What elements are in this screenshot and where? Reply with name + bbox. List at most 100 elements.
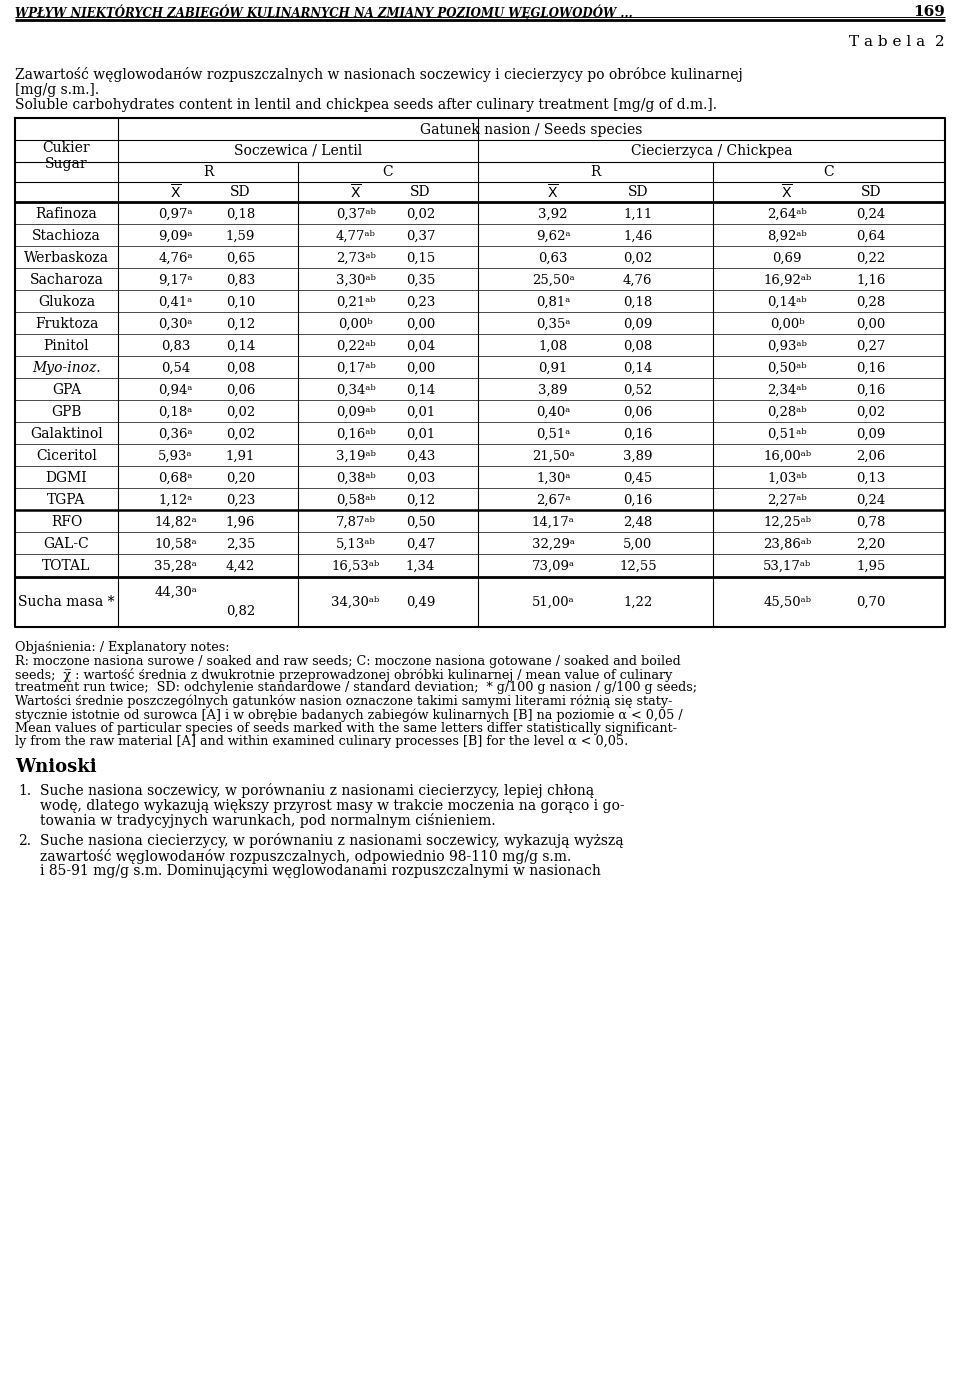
Text: 0,78: 0,78 [856,515,885,528]
Text: 0,02: 0,02 [856,405,885,419]
Text: 0,00: 0,00 [406,362,435,375]
Text: 0,16: 0,16 [623,493,653,507]
Text: 0,83: 0,83 [161,340,190,352]
Text: R: R [590,164,601,178]
Text: 0,63: 0,63 [539,252,568,265]
Text: 0,45: 0,45 [623,472,653,485]
Text: 0,38ᵃᵇ: 0,38ᵃᵇ [336,472,375,485]
Text: 0,24: 0,24 [856,208,885,220]
Text: 35,28ᵃ: 35,28ᵃ [155,560,197,573]
Text: 0,02: 0,02 [226,428,255,440]
Text: Sugar: Sugar [45,157,87,171]
Text: 3,89: 3,89 [623,450,653,462]
Text: R: R [203,164,213,178]
Text: 0,97ᵃ: 0,97ᵃ [158,208,193,220]
Text: 0,27: 0,27 [856,340,885,352]
Text: Sacharoza: Sacharoza [30,273,104,287]
Text: 1,30ᵃ: 1,30ᵃ [536,472,570,485]
Text: Cukier: Cukier [42,141,90,155]
Text: 0,13: 0,13 [856,472,885,485]
Text: GPA: GPA [52,383,81,397]
Text: 8,92ᵃᵇ: 8,92ᵃᵇ [767,230,807,242]
Text: 2,64ᵃᵇ: 2,64ᵃᵇ [767,208,807,220]
Text: 0,49: 0,49 [406,595,435,609]
Text: ly from the raw material [A] and within examined culinary processes [B] for the : ly from the raw material [A] and within … [15,736,628,748]
Text: Zawartość węglowodанów rozpuszczalnych w nasionach soczewicy i ciecierzycy po ob: Zawartość węglowodанów rozpuszczalnych w… [15,67,743,82]
Text: 5,13ᵃᵇ: 5,13ᵃᵇ [336,538,375,550]
Text: towania w tradycyjnych warunkach, pod normalnym ciśnieniem.: towania w tradycyjnych warunkach, pod no… [40,814,495,829]
Text: 53,17ᵃᵇ: 53,17ᵃᵇ [763,560,811,573]
Text: Mean values of particular species of seeds marked with the same letters differ s: Mean values of particular species of see… [15,722,677,736]
Text: 0,70: 0,70 [856,595,885,609]
Text: 51,00ᵃ: 51,00ᵃ [532,595,574,609]
Text: 0,28: 0,28 [856,295,885,309]
Text: 0,51ᵃᵇ: 0,51ᵃᵇ [767,428,807,440]
Text: 2,48: 2,48 [623,515,653,528]
Text: 4,77ᵃᵇ: 4,77ᵃᵇ [336,230,375,242]
Text: 1,91: 1,91 [226,450,255,462]
Text: 16,00ᵃᵇ: 16,00ᵃᵇ [763,450,811,462]
Text: 0,08: 0,08 [226,362,255,375]
Text: Gatunek nasion / Seeds species: Gatunek nasion / Seeds species [420,123,642,137]
Text: 0,81ᵃ: 0,81ᵃ [536,295,570,309]
Text: 44,30ᵃ: 44,30ᵃ [155,585,197,599]
Text: 0,02: 0,02 [406,208,435,220]
Text: WPŁYW NIEKTÓRYCH ZABIEGÓW KULINARNYCH NA ZMIANY POZIOMU WĘGLOWODÓW ...: WPŁYW NIEKTÓRYCH ZABIEGÓW KULINARNYCH NA… [15,4,633,20]
Text: 0,08: 0,08 [623,340,653,352]
Text: 4,76: 4,76 [623,273,653,287]
Text: 3,30ᵃᵇ: 3,30ᵃᵇ [336,273,375,287]
Text: 2,06: 2,06 [856,450,885,462]
Text: 14,82ᵃ: 14,82ᵃ [155,515,197,528]
Text: TOTAL: TOTAL [42,559,90,573]
Text: 0,35ᵃ: 0,35ᵃ [536,318,570,330]
Text: Soluble carbohydrates content in lentil and chickpea seeds after culinary treatm: Soluble carbohydrates content in lentil … [15,98,717,111]
Text: GPB: GPB [51,405,82,419]
Text: Sucha masa *: Sucha masa * [18,595,115,609]
Text: Suche nasiona soczewicy, w porównaniu z nasionami ciecierzycy, lepiej chłoną: Suche nasiona soczewicy, w porównaniu z … [40,783,594,798]
Text: 0,04: 0,04 [406,340,435,352]
Text: 1,11: 1,11 [623,208,653,220]
Text: 16,53ᵃᵇ: 16,53ᵃᵇ [331,560,380,573]
Text: 0,14: 0,14 [406,383,435,397]
Text: 0,10: 0,10 [226,295,255,309]
Text: stycznie istotnie od surowca [A] i w obrębie badanych zabiegów kulinarnych [B] n: stycznie istotnie od surowca [A] i w obr… [15,709,683,722]
Text: 0,00: 0,00 [856,318,885,330]
Text: 23,86ᵃᵇ: 23,86ᵃᵇ [763,538,811,550]
Text: 0,35: 0,35 [406,273,435,287]
Text: seeds;  χ̅ : wartość średnia z dwukrotnie przeprowadzonej obróbki kulinarnej / m: seeds; χ̅ : wartość średnia z dwukrotnie… [15,669,672,683]
Text: 34,30ᵃᵇ: 34,30ᵃᵇ [331,595,380,609]
Text: [mg/g s.m.].: [mg/g s.m.]. [15,84,99,98]
Text: 0,02: 0,02 [226,405,255,419]
Text: 0,58ᵃᵇ: 0,58ᵃᵇ [336,493,375,507]
Text: Werbaskoza: Werbaskoza [24,251,109,265]
Text: 0,69: 0,69 [773,252,802,265]
Text: 0,28ᵃᵇ: 0,28ᵃᵇ [767,405,807,419]
Text: 1,22: 1,22 [623,595,653,609]
Text: 0,41ᵃ: 0,41ᵃ [158,295,193,309]
Text: 2,34ᵃᵇ: 2,34ᵃᵇ [767,383,807,397]
Text: 4,42: 4,42 [226,560,255,573]
Text: 0,37ᵃᵇ: 0,37ᵃᵇ [336,208,375,220]
Text: 0,37: 0,37 [406,230,435,242]
Text: 10,58ᵃ: 10,58ᵃ [155,538,197,550]
Text: 3,19ᵃᵇ: 3,19ᵃᵇ [336,450,375,462]
Text: 1,16: 1,16 [856,273,885,287]
Text: 2,35: 2,35 [226,538,255,550]
Text: wodę, dlatego wykazują większy przyrost masy w trakcie moczenia na gorąco i go-: wodę, dlatego wykazują większy przyrost … [40,800,625,814]
Text: 0,34ᵃᵇ: 0,34ᵃᵇ [336,383,375,397]
Text: 0,47: 0,47 [406,538,435,550]
Text: Ciecierzyca / Chickpea: Ciecierzyca / Chickpea [631,143,792,157]
Text: Stachioza: Stachioza [32,228,101,244]
Text: 0,82: 0,82 [226,605,255,617]
Text: SD: SD [230,185,251,199]
Text: 0,22: 0,22 [856,252,885,265]
Text: R: moczone nasiona surowe / soaked and raw seeds; C: moczone nasiona gotowane / : R: moczone nasiona surowe / soaked and r… [15,655,681,667]
Text: 0,50ᵃᵇ: 0,50ᵃᵇ [767,362,807,375]
Text: 45,50ᵃᵇ: 45,50ᵃᵇ [763,595,811,609]
Text: 9,62ᵃ: 9,62ᵃ [536,230,570,242]
Text: treatment run twice;  SD: odchylenie standardowe / standard deviation;  * g/100 : treatment run twice; SD: odchylenie stan… [15,681,697,695]
Text: 0,09: 0,09 [856,428,885,440]
Text: 0,64: 0,64 [856,230,885,242]
Text: Myo-inoz.: Myo-inoz. [33,361,101,375]
Text: 25,50ᵃ: 25,50ᵃ [532,273,574,287]
